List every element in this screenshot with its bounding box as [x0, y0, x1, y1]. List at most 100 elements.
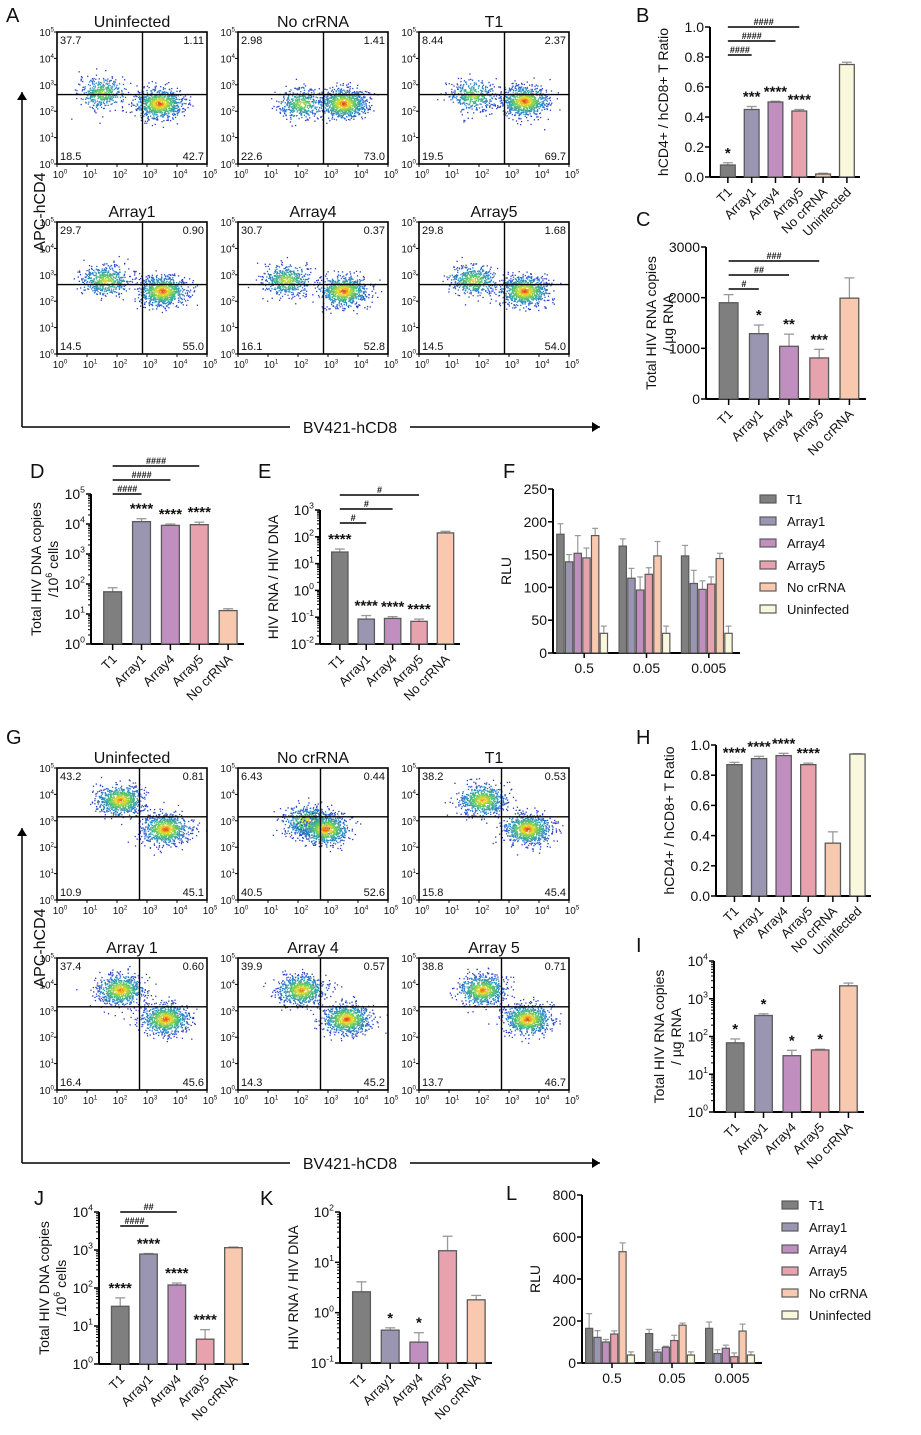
flow-event-dot [149, 96, 151, 99]
flow-event-dot [148, 304, 151, 307]
flow-event-dot [327, 91, 329, 93]
flow-event-dot [540, 104, 543, 107]
flow-event-dot [344, 101, 346, 103]
flow-event-dot [88, 97, 90, 100]
flow-event-dot [106, 90, 108, 93]
flow-event-dot [101, 99, 103, 101]
quadrant-value-lower-right: 69.7 [545, 151, 566, 163]
y-tick-label: 103 [39, 79, 54, 92]
flow-event-dot [451, 91, 453, 93]
flow-event-dot [536, 105, 538, 108]
flow-event-dot [118, 83, 121, 85]
flow-event-dot [279, 112, 282, 114]
flow-event-dot [110, 103, 112, 106]
flow-event-dot [524, 111, 526, 113]
flow-event-dot [505, 100, 507, 103]
flow-event-dot [118, 273, 120, 276]
flow-event-dot [351, 92, 353, 95]
flow-event-dot [98, 82, 100, 84]
flow-event-dot [485, 115, 487, 117]
flow-event-dot [474, 105, 476, 108]
flow-event-dot [88, 265, 91, 267]
flow-event-dot [470, 97, 472, 99]
flow-event-dot [304, 95, 306, 97]
flow-event-dot [463, 121, 465, 123]
flow-event-dot [510, 105, 512, 107]
flow-event-dot [514, 87, 516, 89]
flow-event-dot [348, 113, 350, 116]
flow-event-dot [172, 114, 175, 117]
flow-event-dot [517, 107, 519, 109]
flow-event-dot [102, 85, 104, 87]
flow-event-dot [111, 88, 113, 90]
flow-event-dot [303, 114, 306, 116]
flow-event-dot [468, 103, 471, 106]
flow-event-dot [525, 106, 527, 108]
flow-event-dot [511, 101, 513, 104]
flow-event-dot [478, 80, 480, 82]
flow-event-dot [536, 109, 539, 111]
flow-event-dot [168, 112, 170, 114]
flow-event-dot [343, 101, 345, 103]
flow-event-dot [176, 90, 178, 92]
flow-event-dot [312, 113, 314, 115]
flow-event-dot [87, 103, 90, 105]
flow-event-dot [113, 81, 115, 83]
flow-event-dot [165, 100, 167, 102]
flow-event-dot [157, 107, 159, 109]
flow-event-dot [466, 96, 468, 98]
flow-event-dot [164, 95, 166, 97]
flow-event-dot [156, 102, 158, 104]
flow-event-dot [300, 91, 302, 93]
flow-event-dot [177, 109, 179, 111]
flow-event-dot [470, 94, 473, 97]
flow-event-dot [118, 255, 120, 258]
flow-event-dot [99, 281, 101, 284]
flow-event-dot [168, 281, 170, 283]
flow-event-dot [292, 107, 294, 110]
flow-event-dot [354, 102, 357, 105]
flow-event-dot [102, 96, 105, 98]
flow-event-dot [485, 105, 488, 108]
flow-event-dot [114, 286, 116, 288]
flow-event-dot [547, 105, 549, 107]
flow-event-dot [352, 116, 354, 118]
flow-event-dot [530, 108, 532, 111]
flow-event-dot [512, 104, 514, 106]
flow-event-dot [107, 94, 110, 97]
flow-event-dot [103, 93, 105, 95]
quadrant-value-lower-left: 18.5 [60, 151, 81, 163]
flow-event-dot [144, 303, 146, 306]
flow-event-dot [514, 105, 516, 108]
flow-event-dot [315, 101, 317, 104]
x-tick-label: 104 [354, 169, 369, 182]
flow-event-dot [105, 87, 107, 89]
flow-event-dot [479, 111, 482, 113]
flow-event-dot [512, 119, 514, 121]
flow-event-dot [296, 92, 298, 95]
flow-event-dot [310, 96, 312, 99]
flow-event-dot [302, 101, 304, 103]
flow-event-dot [165, 294, 167, 296]
flow-event-dot [329, 106, 331, 108]
flow-event-dot [316, 97, 319, 99]
flow-event-dot [139, 99, 142, 101]
flow-event-dot [515, 120, 518, 122]
flow-event-dot [76, 288, 78, 290]
flow-event-dot [172, 108, 175, 110]
flow-event-dot [94, 102, 96, 104]
flow-event-dot [502, 103, 504, 106]
flow-event-dot [102, 116, 104, 118]
flow-event-dot [171, 102, 174, 104]
flow-event-dot [462, 101, 465, 104]
flow-event-dot [545, 102, 548, 105]
flow-event-dot [339, 112, 342, 114]
flow-event-dot [534, 88, 536, 91]
flow-event-dot [529, 102, 531, 105]
flow-event-dot [88, 281, 91, 283]
flow-event-dot [344, 90, 346, 92]
flow-event-dot [178, 98, 181, 101]
flow-event-dot [90, 100, 92, 102]
flow-event-dot [166, 97, 168, 100]
flow-event-dot [548, 97, 551, 100]
